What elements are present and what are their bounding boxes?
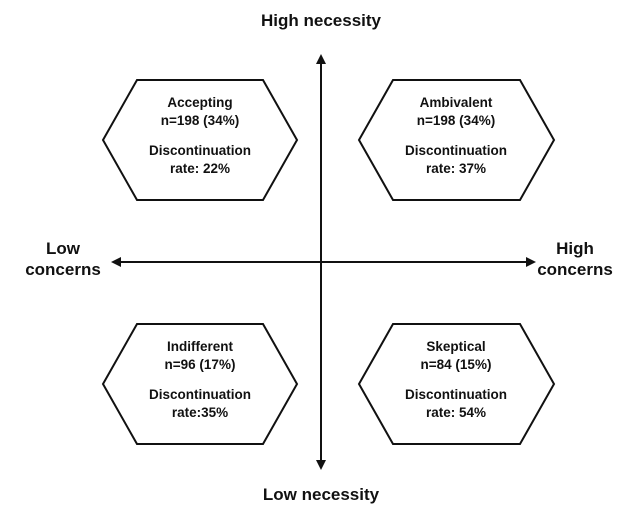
discontinuation-rate: rate: 22% [169,161,231,176]
quadrant-title: Accepting [167,95,233,110]
quadrant-accepting: Accepting n=198 (34%) Discontinuation ra… [125,94,275,178]
axis-label-high-concerns-line1: High [556,239,594,258]
discontinuation-label: Discontinuation [149,387,251,402]
discontinuation-label: Discontinuation [149,143,251,158]
quadrant-title: Ambivalent [419,95,493,110]
quadrant-title: Skeptical [426,339,486,354]
quadrant-count: n=96 (17%) [164,357,236,372]
quadrant-count: n=198 (34%) [160,113,240,128]
quadrant-ambivalent: Ambivalent n=198 (34%) Discontinuation r… [381,94,531,178]
indifferent-hexagon [101,323,299,445]
quadrant-count: n=198 (34%) [416,113,496,128]
discontinuation-label: Discontinuation [405,143,507,158]
axis-label-high-concerns-line2: concerns [537,260,613,279]
discontinuation-rate: rate: 54% [425,405,487,420]
accepting-hexagon [101,79,299,201]
ambivalent-hexagon [357,79,556,201]
axis-label-low-necessity: Low necessity [262,485,380,504]
quadrant-skeptical: Skeptical n=84 (15%) Discontinuation rat… [381,338,531,422]
axis-label-high-necessity: High necessity [261,11,381,30]
skeptical-hexagon [357,323,556,445]
axis-label-low-concerns-line2: concerns [25,260,101,279]
quadrant-count: n=84 (15%) [420,357,492,372]
axis-label-high-concerns: High concerns [530,238,620,280]
axis-label-low-concerns-line1: Low [46,239,80,258]
discontinuation-rate: rate: 37% [425,161,487,176]
quadrant-indifferent: Indifferent n=96 (17%) Discontinuation r… [125,338,275,422]
discontinuation-label: Discontinuation [405,387,507,402]
discontinuation-rate: rate:35% [171,405,229,420]
quadrant-title: Indifferent [167,339,233,354]
axis-label-low-concerns: Low concerns [18,238,108,280]
